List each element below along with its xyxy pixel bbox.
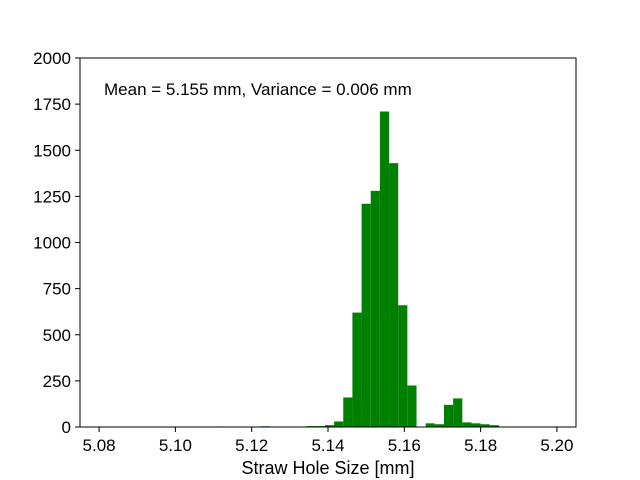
x-axis-label: Straw Hole Size [mm] — [241, 458, 414, 478]
y-tick-label: 500 — [43, 326, 71, 345]
histogram-bar — [453, 398, 463, 427]
x-tick-label: 5.16 — [388, 436, 421, 455]
x-tick-label: 5.10 — [159, 436, 192, 455]
x-axis: 5.08 5.10 5.12 5.14 5.16 5.18 5.20 — [83, 427, 573, 455]
y-axis: 0 250 500 750 1000 1250 1500 1750 2000 — [33, 49, 80, 437]
histogram-bar — [443, 404, 454, 427]
y-tick-label: 1500 — [33, 141, 71, 160]
y-tick-label: 0 — [62, 418, 71, 437]
histogram-bar — [489, 425, 499, 427]
y-tick-label: 1000 — [33, 234, 71, 253]
histogram-bar — [370, 190, 380, 427]
histogram-bar — [398, 305, 408, 427]
y-tick-label: 750 — [43, 280, 71, 299]
histogram-bar — [407, 385, 417, 427]
x-tick-label: 5.12 — [235, 436, 268, 455]
histogram-bar — [379, 111, 390, 427]
y-tick-label: 1750 — [33, 95, 71, 114]
plot-frame — [79, 57, 577, 428]
histogram-bar — [334, 421, 344, 427]
histogram-bar — [343, 397, 353, 427]
y-tick-label: 1250 — [33, 187, 71, 206]
x-tick-label: 5.18 — [464, 436, 497, 455]
histogram-bar — [462, 422, 472, 427]
y-tick-label: 2000 — [33, 49, 71, 68]
histogram-bar — [480, 424, 490, 427]
histogram-bar — [471, 423, 481, 427]
stats-annotation: Mean = 5.155 mm, Variance = 0.006 mm — [104, 80, 412, 99]
x-tick-label: 5.14 — [311, 436, 344, 455]
histogram-bar — [361, 203, 371, 427]
histogram-bar — [352, 312, 362, 427]
histogram-bar — [434, 424, 444, 427]
x-tick-label: 5.20 — [540, 436, 573, 455]
x-tick-label: 5.08 — [83, 436, 116, 455]
histogram-bar — [324, 425, 335, 427]
histogram-bar — [389, 163, 399, 428]
histogram-bar — [425, 423, 435, 427]
y-tick-label: 250 — [43, 372, 71, 391]
bars-layer — [215, 111, 499, 428]
